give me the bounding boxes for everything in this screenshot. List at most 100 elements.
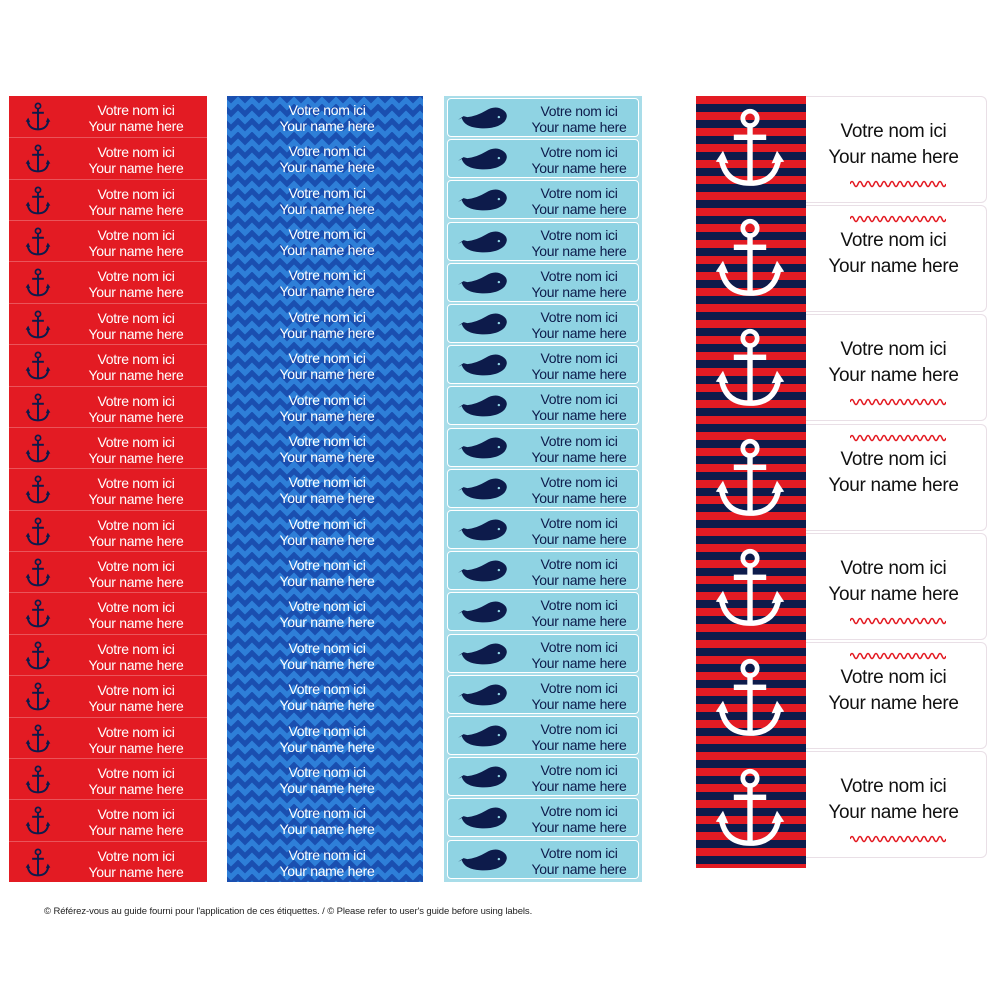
label-line-en: Your name here	[531, 407, 627, 424]
label-line-fr: Votre nom ici	[840, 448, 947, 470]
name-label: Votre nom ici Your name here	[9, 178, 207, 220]
label-text: Votre nom ici Your name here	[69, 186, 203, 218]
label-line-fr: Votre nom ici	[540, 803, 618, 820]
label-text: Votre nom ici Your name here	[520, 103, 638, 135]
wave-decoration	[850, 399, 946, 406]
whale-icon	[458, 148, 507, 170]
label-text: Votre nom ici Your name here	[520, 680, 638, 712]
label-line-fr: Votre nom ici	[540, 515, 618, 531]
label-line-en: Your name here	[88, 325, 184, 342]
label-text: Votre nom ici Your name here	[520, 268, 638, 300]
anchor-icon	[715, 328, 785, 406]
label-line-en: Your name here	[531, 860, 627, 877]
label-text: Votre nom ici Your name here	[806, 665, 981, 717]
label-line-en: Your name here	[88, 408, 184, 425]
label-text: Votre nom ici Your name here	[520, 391, 638, 423]
label-line-en: Your name here	[88, 574, 184, 591]
label-line-en: Your name here	[531, 119, 627, 135]
anchor-icon	[25, 186, 51, 215]
label-text: Votre nom ici Your name here	[69, 641, 203, 673]
label-text: Votre nom ici Your name here	[257, 267, 397, 299]
label-line-en: Your name here	[531, 201, 627, 218]
whale-icon	[458, 849, 507, 870]
label-line-fr: Votre nom ici	[540, 309, 618, 325]
label-line-fr: Votre nom ici	[540, 679, 618, 696]
label-line-en: Your name here	[531, 242, 627, 259]
label-text: Votre nom ici Your name here	[257, 640, 397, 672]
label-line-en: Your name here	[279, 200, 375, 217]
name-label: Votre nom ici Your name here	[227, 179, 423, 220]
label-line-fr: Votre nom ici	[288, 681, 366, 698]
label-text: Votre nom ici Your name here	[257, 764, 397, 796]
label-line-en: Your name here	[88, 532, 184, 549]
label-text: Votre nom ici Your name here	[69, 268, 203, 300]
label-text: Votre nom ici Your name here	[69, 806, 203, 838]
label-text: Votre nom ici Your name here	[520, 597, 638, 629]
label-line-fr: Votre nom ici	[97, 433, 175, 450]
label-text: Votre nom ici Your name here	[257, 681, 397, 713]
label-text: Votre nom ici Your name here	[806, 556, 981, 608]
label-text: Votre nom ici Your name here	[69, 682, 203, 714]
label-line-fr: Votre nom ici	[288, 515, 366, 532]
name-label: Votre nom ici Your name here	[227, 551, 423, 592]
name-label: Votre nom ici Your name here	[227, 96, 423, 137]
label-text: Votre nom ici Your name here	[69, 599, 203, 631]
label-line-en: Your name here	[279, 366, 375, 383]
name-label: Votre nom ici Your name here	[806, 423, 987, 531]
label-text: Votre nom ici Your name here	[257, 805, 397, 837]
name-label: Votre nom ici Your name here	[227, 799, 423, 840]
label-line-en: Your name here	[828, 802, 959, 824]
label-line-fr: Votre nom ici	[288, 722, 366, 739]
label-line-fr: Votre nom ici	[540, 473, 618, 490]
label-line-fr: Votre nom ici	[97, 682, 175, 699]
label-line-en: Your name here	[531, 613, 627, 630]
label-text: Votre nom ici Your name here	[257, 516, 397, 548]
label-line-en: Your name here	[531, 819, 627, 836]
anchor-icon	[25, 310, 51, 339]
name-label: Votre nom ici Your name here	[447, 716, 639, 755]
white-label-sheet: Votre nom ici Your name here Votre nom ici…	[806, 96, 987, 868]
label-line-fr: Votre nom ici	[288, 432, 366, 449]
label-line-en: Your name here	[828, 693, 959, 714]
label-text: Votre nom ici Your name here	[257, 185, 397, 217]
whale-icon	[458, 684, 507, 706]
name-label: Votre nom ici Your name here	[9, 633, 207, 675]
label-text: Votre nom ici Your name here	[69, 351, 203, 383]
label-line-en: Your name here	[279, 531, 375, 548]
anchor-icon	[715, 218, 785, 296]
label-line-fr: Votre nom ici	[288, 350, 366, 367]
label-line-fr: Votre nom ici	[97, 227, 175, 244]
name-label: Votre nom ici Your name here	[227, 303, 423, 344]
label-text: Votre nom ici Your name here	[257, 392, 397, 424]
anchor-icon	[25, 393, 51, 421]
whale-icon	[458, 189, 507, 211]
name-label: Votre nom ici Your name here	[447, 345, 639, 385]
label-line-fr: Votre nom ici	[97, 764, 175, 781]
name-label: Votre nom ici Your name here	[806, 532, 987, 640]
name-label: Votre nom ici Your name here	[806, 642, 987, 749]
label-line-fr: Votre nom ici	[288, 102, 366, 118]
label-line-fr: Votre nom ici	[540, 432, 618, 449]
label-line-en: Your name here	[88, 863, 184, 880]
label-line-en: Your name here	[531, 695, 627, 712]
label-line-fr: Votre nom ici	[288, 308, 366, 325]
label-line-fr: Votre nom ici	[97, 558, 175, 575]
anchor-icon	[25, 102, 51, 131]
label-line-en: Your name here	[531, 531, 627, 547]
label-text: Votre nom ici Your name here	[257, 474, 397, 506]
label-line-fr: Votre nom ici	[540, 391, 618, 408]
anchor-icon	[25, 227, 51, 256]
label-line-en: Your name here	[88, 822, 184, 839]
label-line-en: Your name here	[88, 449, 184, 466]
label-text: Votre nom ici Your name here	[520, 309, 638, 341]
label-line-en: Your name here	[828, 365, 959, 387]
label-line-en: Your name here	[88, 615, 184, 632]
name-label: Votre nom ici Your name here	[806, 205, 987, 313]
name-label: Votre nom ici Your name here	[9, 96, 207, 137]
striped-anchor-strip	[696, 96, 806, 868]
label-text: Votre nom ici Your name here	[520, 639, 638, 671]
label-line-en: Your name here	[88, 698, 184, 715]
name-label: Votre nom ici Your name here	[447, 468, 639, 508]
anchor-icon	[25, 599, 51, 628]
label-text: Votre nom ici Your name here	[69, 102, 203, 134]
